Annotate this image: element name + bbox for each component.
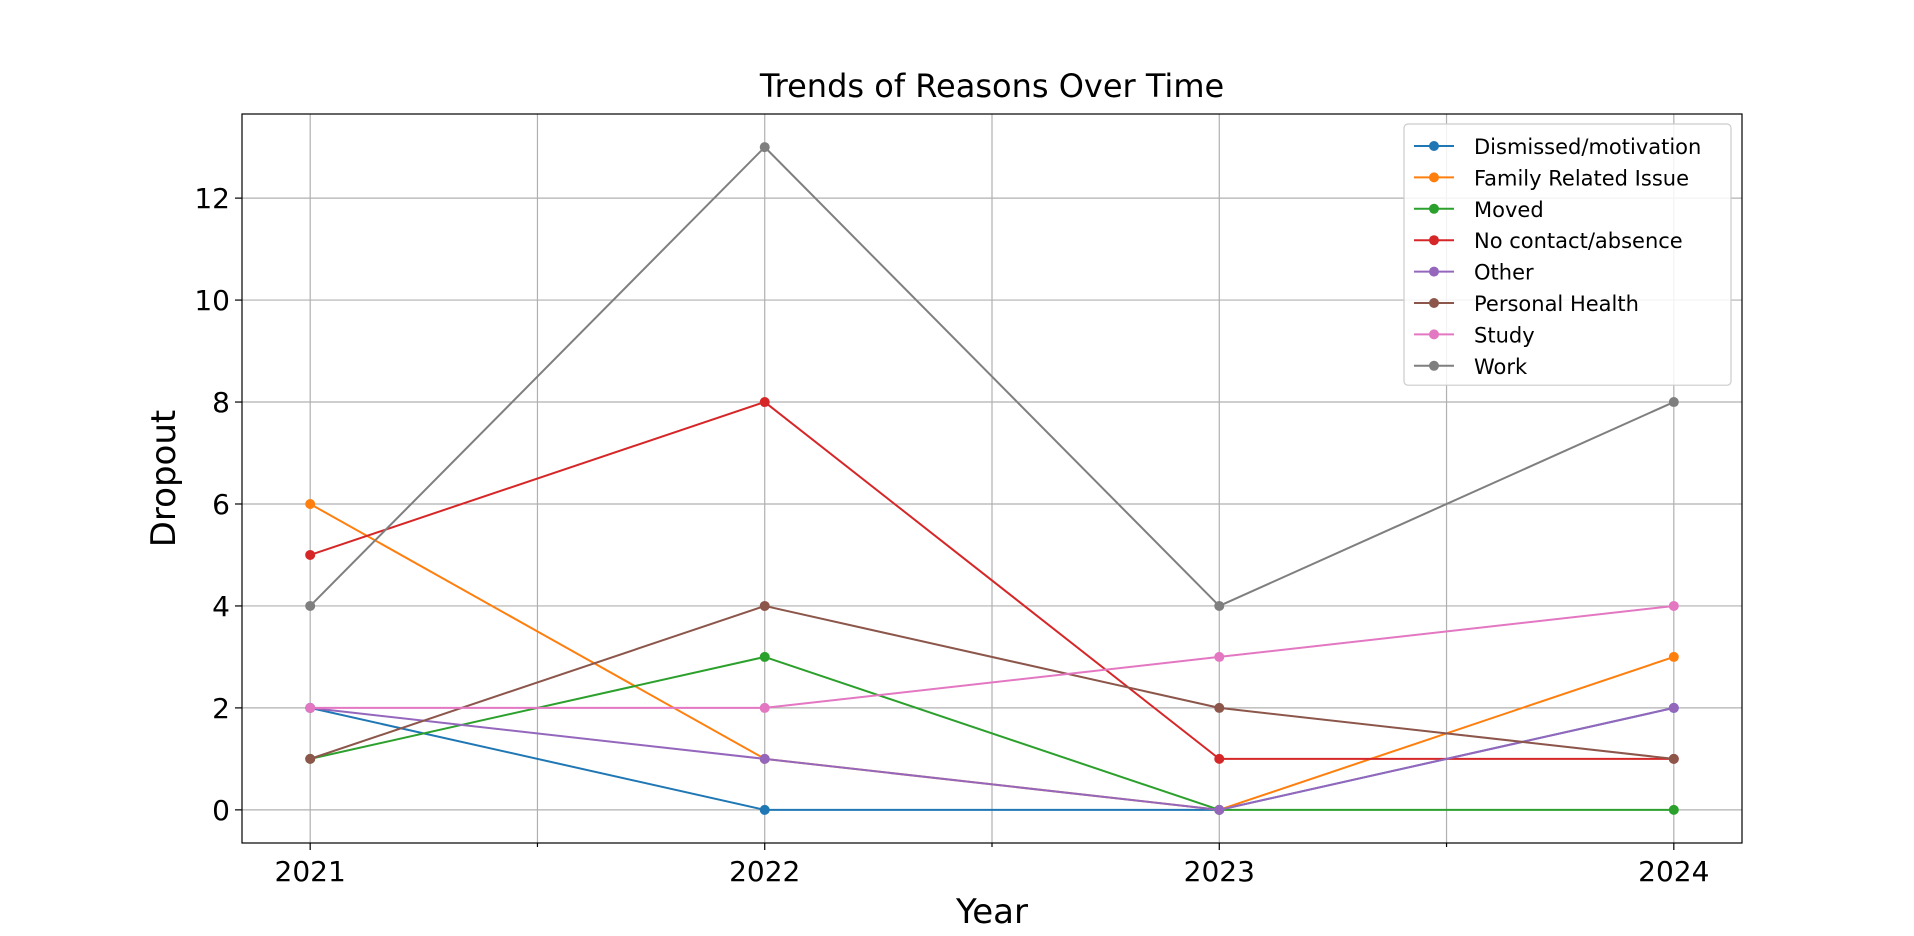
series-study <box>305 600 1679 713</box>
legend-item-other: Other <box>1414 261 1534 285</box>
legend-marker <box>1429 298 1439 308</box>
legend-item-moved: Moved <box>1414 198 1544 222</box>
legend-label: Personal Health <box>1474 292 1639 316</box>
data-point-moved <box>1668 804 1679 815</box>
data-point-personal-health <box>1214 702 1225 713</box>
legend-label: Other <box>1474 261 1534 285</box>
data-point-other <box>759 753 770 764</box>
legend-item-work: Work <box>1414 355 1528 379</box>
data-point-study <box>759 702 770 713</box>
data-point-dismissed-motivation <box>759 804 770 815</box>
legend-label: Family Related Issue <box>1474 166 1689 190</box>
axis-ticks: 0 2 4 6 8 10 12 2021 2022 2023 2024 <box>194 182 1709 888</box>
legend-marker <box>1429 360 1439 371</box>
data-point-other <box>1668 702 1679 713</box>
legend-item-family-related-issue: Family Related Issue <box>1414 166 1689 190</box>
y-axis-label: Dropout <box>144 410 184 547</box>
series-line-other <box>310 706 1675 811</box>
legend-label: Dismissed/motivation <box>1474 135 1701 159</box>
x-tick-label: 2022 <box>729 855 800 888</box>
series-work <box>305 142 1679 611</box>
data-point-study <box>1214 651 1225 662</box>
y-tick-label: 0 <box>212 794 230 827</box>
legend: Dismissed/motivation Family Related Issue… <box>1403 123 1732 386</box>
data-point-personal-health <box>305 753 316 764</box>
legend-label: Study <box>1474 323 1535 347</box>
data-point-no-contact-absence <box>759 397 770 408</box>
data-point-work <box>1214 600 1225 611</box>
data-point-family-related-issue <box>1668 651 1679 662</box>
y-tick-label: 10 <box>194 284 230 317</box>
data-point-no-contact-absence <box>305 549 316 560</box>
data-point-no-contact-absence <box>1214 753 1225 764</box>
legend-label: Work <box>1474 355 1528 379</box>
x-axis-label: Year <box>955 892 1028 932</box>
data-point-work <box>305 600 316 611</box>
series-line-personal-health <box>309 604 1674 760</box>
x-tick-label: 2023 <box>1184 855 1255 888</box>
series-lines <box>305 142 1679 815</box>
y-tick-label: 6 <box>212 488 230 521</box>
legend-marker <box>1429 172 1439 183</box>
legend-label: No contact/absence <box>1474 229 1683 253</box>
data-point-personal-health <box>1668 753 1679 764</box>
legend-label: Moved <box>1474 198 1544 222</box>
legend-marker <box>1429 329 1439 340</box>
legend-marker <box>1429 141 1439 151</box>
data-point-work <box>759 142 770 153</box>
y-tick-label: 8 <box>212 386 230 419</box>
legend-item-study: Study <box>1414 323 1535 347</box>
series-line-study <box>310 604 1674 709</box>
x-tick-label: 2024 <box>1638 855 1709 888</box>
legend-item-personal-health: Personal Health <box>1414 292 1639 316</box>
legend-marker <box>1429 235 1439 246</box>
y-tick-label: 2 <box>212 692 230 725</box>
data-point-moved <box>759 651 770 662</box>
y-tick-label: 12 <box>194 182 230 215</box>
y-tick-label: 4 <box>212 590 230 623</box>
legend-item-no-contact-absence: No contact/absence <box>1414 229 1683 253</box>
chart-title: Trends of Reasons Over Time <box>759 67 1224 105</box>
legend-marker <box>1429 266 1439 277</box>
legend-item-dismissed-motivation: Dismissed/motivation <box>1414 135 1701 159</box>
data-point-family-related-issue <box>305 498 316 509</box>
x-tick-label: 2021 <box>275 855 346 888</box>
data-point-study <box>305 702 316 713</box>
series-line-work <box>309 146 1675 607</box>
data-point-personal-health <box>759 600 770 611</box>
data-point-work <box>1668 397 1679 408</box>
series-personal-health <box>305 600 1679 764</box>
data-point-study <box>1668 600 1679 611</box>
legend-box <box>1403 123 1732 386</box>
data-point-other <box>1214 804 1225 815</box>
legend-marker <box>1429 203 1439 214</box>
